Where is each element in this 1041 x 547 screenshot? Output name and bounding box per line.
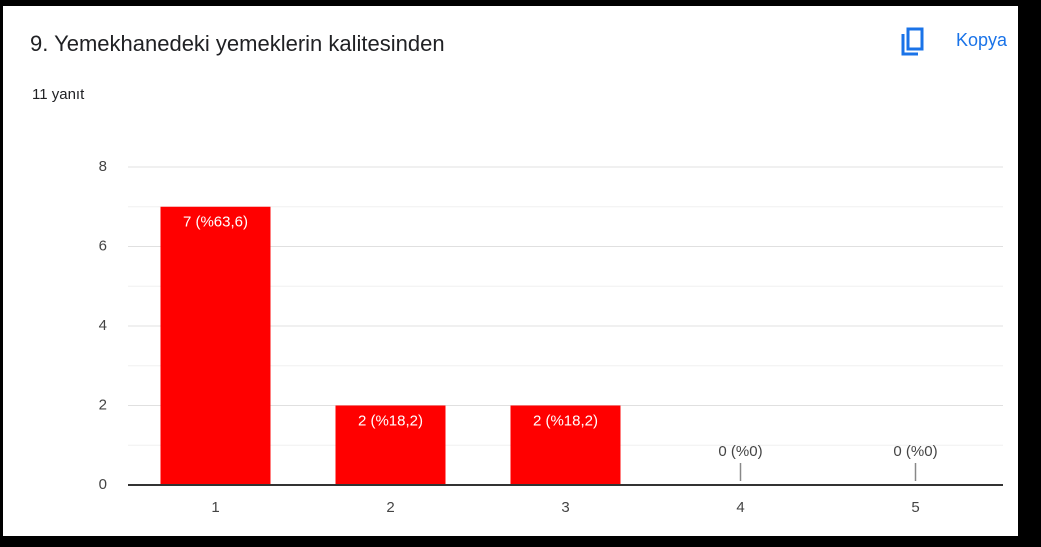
y-tick-label: 2 <box>99 396 107 413</box>
copy-label[interactable]: Kopya <box>956 30 1008 50</box>
bar <box>335 405 446 485</box>
frame-bottom <box>0 536 1041 547</box>
bar <box>160 206 271 485</box>
value-label: 2 (%18,2) <box>533 412 598 429</box>
x-tick-label: 5 <box>911 499 919 516</box>
chart-title: 9. Yemekhanedeki yemeklerin kalitesinden <box>30 31 445 56</box>
x-tick-label: 1 <box>211 499 219 516</box>
copy-button[interactable]: Kopya <box>901 27 1008 56</box>
frame-top <box>0 0 1041 6</box>
copy-icon <box>906 27 924 51</box>
value-label: 0 (%0) <box>718 443 762 460</box>
y-tick-label: 0 <box>99 476 107 493</box>
value-label: 2 (%18,2) <box>358 412 423 429</box>
y-tick-label: 8 <box>99 158 107 175</box>
copy-icon-back <box>901 34 918 56</box>
frame-right <box>1018 0 1041 547</box>
response-count: 11 yanıt <box>32 86 85 103</box>
x-tick-label: 2 <box>386 499 394 516</box>
frame-left <box>0 0 3 547</box>
x-tick-label: 3 <box>561 499 569 516</box>
y-tick-label: 4 <box>99 317 107 334</box>
bar <box>510 405 621 485</box>
value-label: 0 (%0) <box>893 443 937 460</box>
x-tick-label: 4 <box>736 499 744 516</box>
y-tick-label: 6 <box>99 237 107 254</box>
value-label: 7 (%63,6) <box>183 214 248 231</box>
